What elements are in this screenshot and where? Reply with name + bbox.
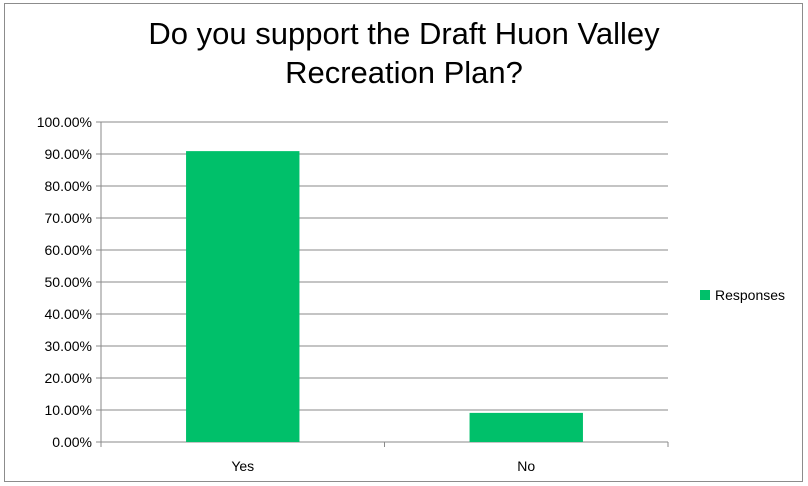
bar-no xyxy=(469,412,583,442)
legend-swatch-responses xyxy=(700,290,710,300)
y-tick-label: 100.00% xyxy=(37,114,92,130)
x-tick-label: No xyxy=(517,458,535,474)
y-tick-label: 50.00% xyxy=(45,274,92,290)
y-tick-label: 60.00% xyxy=(45,242,92,258)
x-tick-label: Yes xyxy=(231,458,254,474)
y-tick-label: 10.00% xyxy=(45,402,92,418)
chart-title-line-1: Do you support the Draft Huon Valley xyxy=(148,16,660,51)
y-tick-label: 40.00% xyxy=(45,306,92,322)
y-tick-label: 30.00% xyxy=(45,338,92,354)
legend: Responses xyxy=(700,287,785,303)
y-tick-label: 70.00% xyxy=(45,210,92,226)
legend-label-responses: Responses xyxy=(715,287,786,303)
y-tick-label: 0.00% xyxy=(52,434,92,450)
bar-yes xyxy=(186,151,300,442)
y-tick-label: 90.00% xyxy=(45,146,92,162)
chart-frame xyxy=(4,3,803,482)
chart-title: Do you support the Draft Huon Valley Rec… xyxy=(0,14,808,92)
y-tick-label: 20.00% xyxy=(45,370,92,386)
y-tick-label: 80.00% xyxy=(45,178,92,194)
chart-title-line-2: Recreation Plan? xyxy=(285,55,523,90)
